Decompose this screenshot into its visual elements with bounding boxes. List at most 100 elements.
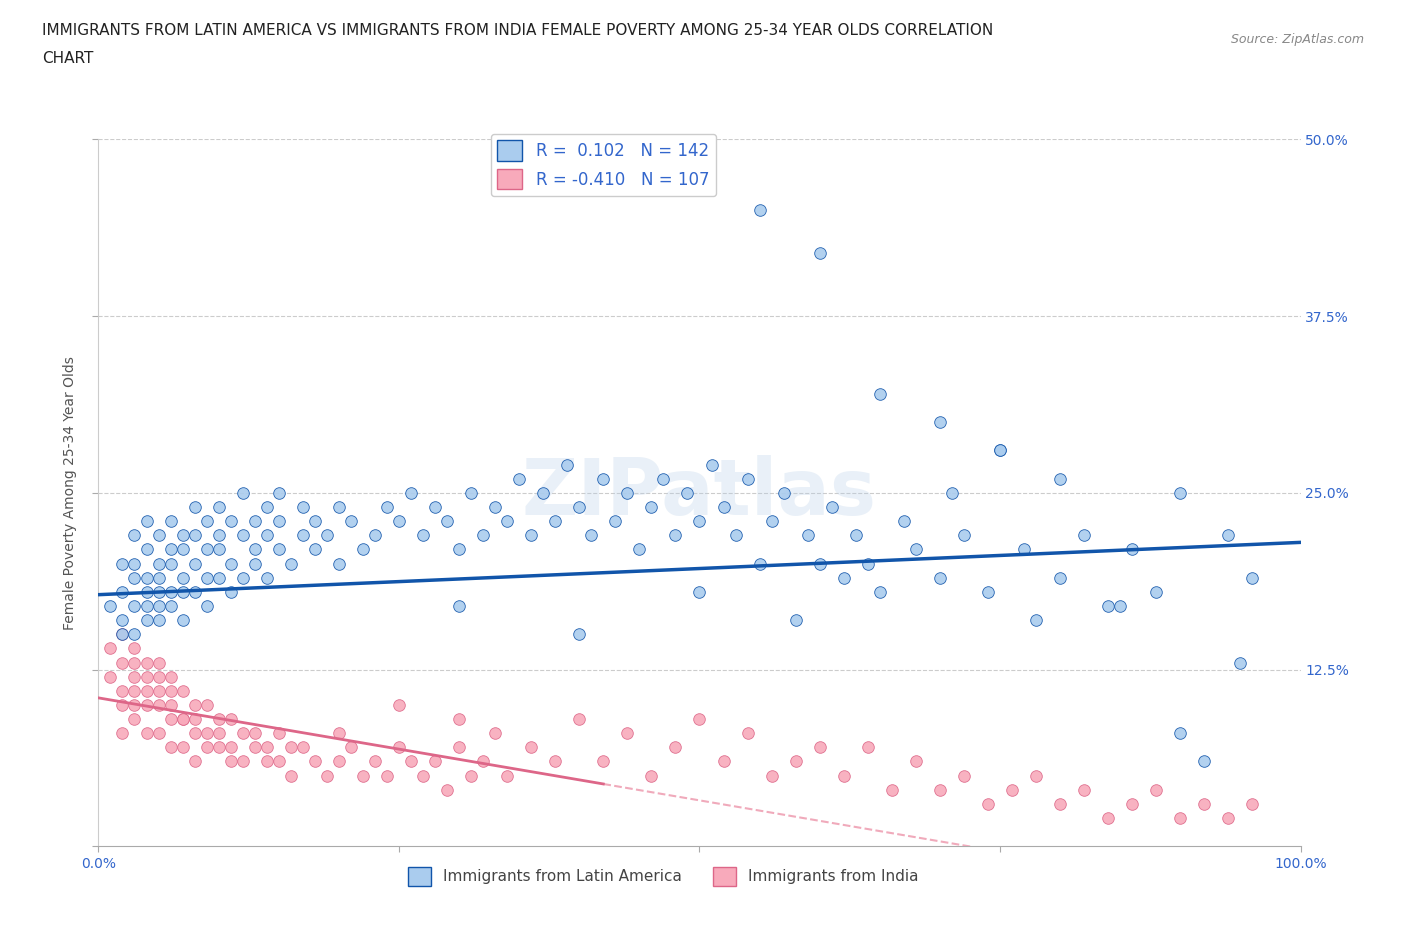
Point bbox=[124, 627, 146, 642]
Point bbox=[544, 754, 567, 769]
Point bbox=[1121, 796, 1143, 811]
Point bbox=[183, 711, 205, 726]
Point bbox=[821, 499, 844, 514]
Point bbox=[328, 725, 350, 740]
Point bbox=[1073, 782, 1095, 797]
Point bbox=[232, 570, 254, 585]
Point bbox=[111, 556, 134, 571]
Point bbox=[856, 556, 879, 571]
Point bbox=[748, 203, 770, 218]
Point bbox=[988, 443, 1011, 458]
Point bbox=[423, 499, 446, 514]
Point bbox=[148, 698, 170, 712]
Point bbox=[364, 754, 387, 769]
Point bbox=[1025, 768, 1047, 783]
Point bbox=[304, 542, 326, 557]
Point bbox=[737, 725, 759, 740]
Point bbox=[832, 768, 855, 783]
Point bbox=[399, 485, 422, 500]
Point bbox=[183, 499, 205, 514]
Point bbox=[1049, 472, 1071, 486]
Point bbox=[352, 768, 374, 783]
Point bbox=[195, 740, 218, 755]
Point bbox=[172, 613, 194, 628]
Point bbox=[904, 542, 927, 557]
Point bbox=[640, 768, 662, 783]
Point bbox=[520, 528, 543, 543]
Point bbox=[880, 782, 903, 797]
Point bbox=[135, 698, 157, 712]
Point bbox=[1229, 655, 1251, 670]
Point bbox=[977, 796, 1000, 811]
Point bbox=[148, 528, 170, 543]
Point bbox=[652, 472, 675, 486]
Point bbox=[869, 387, 891, 402]
Point bbox=[1194, 796, 1216, 811]
Point bbox=[977, 584, 1000, 599]
Point bbox=[232, 754, 254, 769]
Point bbox=[436, 513, 458, 528]
Point bbox=[808, 246, 831, 260]
Point bbox=[1241, 796, 1264, 811]
Point bbox=[808, 740, 831, 755]
Point bbox=[243, 725, 266, 740]
Point bbox=[256, 740, 278, 755]
Point bbox=[447, 740, 470, 755]
Point bbox=[988, 443, 1011, 458]
Point bbox=[183, 725, 205, 740]
Point bbox=[1194, 754, 1216, 769]
Point bbox=[340, 740, 363, 755]
Point bbox=[100, 599, 122, 614]
Point bbox=[869, 584, 891, 599]
Point bbox=[195, 513, 218, 528]
Point bbox=[460, 485, 482, 500]
Point bbox=[267, 485, 290, 500]
Point bbox=[280, 556, 302, 571]
Point bbox=[1218, 528, 1240, 543]
Point bbox=[412, 768, 434, 783]
Point bbox=[243, 556, 266, 571]
Point bbox=[208, 740, 231, 755]
Point bbox=[592, 754, 614, 769]
Legend: Immigrants from Latin America, Immigrants from India: Immigrants from Latin America, Immigrant… bbox=[402, 861, 925, 892]
Point bbox=[520, 740, 543, 755]
Point bbox=[1121, 542, 1143, 557]
Point bbox=[399, 754, 422, 769]
Point bbox=[124, 711, 146, 726]
Text: Source: ZipAtlas.com: Source: ZipAtlas.com bbox=[1230, 33, 1364, 46]
Point bbox=[111, 725, 134, 740]
Point bbox=[159, 599, 181, 614]
Point bbox=[664, 740, 686, 755]
Point bbox=[195, 599, 218, 614]
Point bbox=[267, 754, 290, 769]
Point bbox=[111, 698, 134, 712]
Text: CHART: CHART bbox=[42, 51, 94, 66]
Point bbox=[159, 542, 181, 557]
Text: ZIPatlas: ZIPatlas bbox=[522, 455, 877, 531]
Point bbox=[291, 740, 314, 755]
Point bbox=[243, 513, 266, 528]
Point bbox=[856, 740, 879, 755]
Point bbox=[232, 528, 254, 543]
Point bbox=[219, 740, 242, 755]
Point bbox=[208, 528, 231, 543]
Point bbox=[904, 754, 927, 769]
Point bbox=[328, 499, 350, 514]
Point bbox=[605, 513, 627, 528]
Point bbox=[447, 711, 470, 726]
Point bbox=[531, 485, 554, 500]
Point bbox=[172, 528, 194, 543]
Point bbox=[724, 528, 747, 543]
Point bbox=[111, 684, 134, 698]
Point bbox=[315, 768, 337, 783]
Point bbox=[772, 485, 794, 500]
Point bbox=[1170, 485, 1192, 500]
Point bbox=[232, 485, 254, 500]
Point bbox=[568, 499, 591, 514]
Point bbox=[1097, 811, 1119, 826]
Point bbox=[953, 528, 976, 543]
Point bbox=[172, 584, 194, 599]
Point bbox=[640, 499, 662, 514]
Point bbox=[232, 725, 254, 740]
Point bbox=[1012, 542, 1035, 557]
